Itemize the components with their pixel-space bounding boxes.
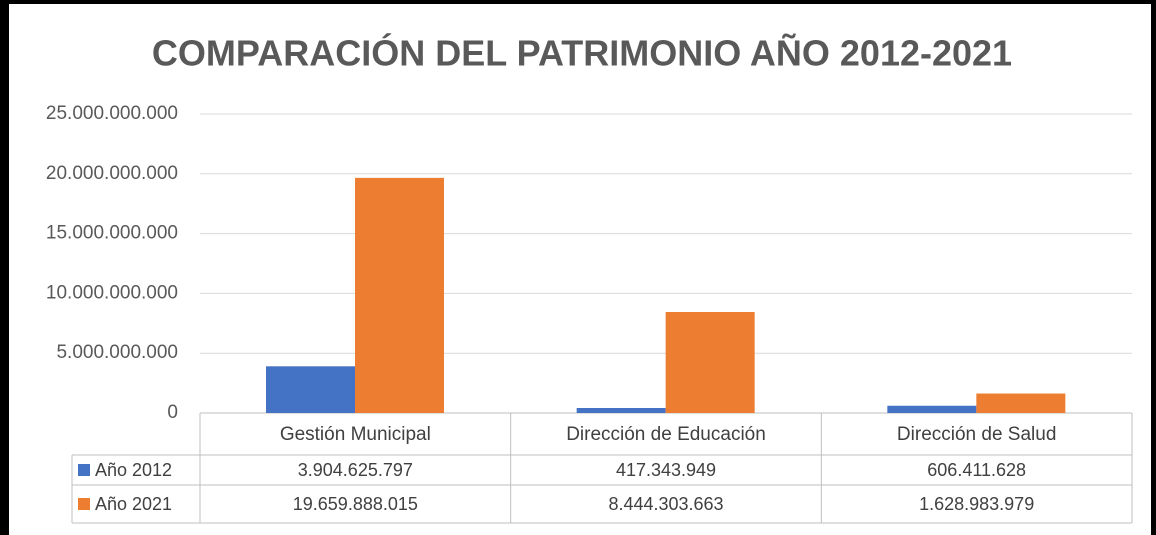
frame-top [0,0,1156,4]
table-value: 19.659.888.015 [293,494,418,514]
frame-left [0,0,9,535]
legend-label: Año 2012 [95,460,172,480]
table-value: 8.444.303.663 [608,494,723,514]
category-label: Dirección de Educación [566,424,766,445]
legend-swatch [78,464,90,476]
bar [665,312,755,413]
bar [887,405,977,413]
y-tick-label: 10.000.000.000 [46,282,178,303]
legend-label: Año 2021 [95,494,172,514]
table-value: 606.411.628 [927,460,1026,480]
table-value: 417.343.949 [616,460,716,480]
y-tick-label: 5.000.000.000 [56,342,178,363]
table-value: 3.904.625.797 [298,460,413,480]
y-tick-label: 15.000.000.000 [46,223,178,244]
y-tick-label: 20.000.000.000 [46,163,178,184]
y-tick-label: 0 [167,402,178,423]
frame-right [1151,0,1156,535]
table-value: 1.628.983.979 [919,494,1034,514]
bar [576,408,666,413]
legend-swatch [78,498,90,510]
category-label: Gestión Municipal [280,424,431,445]
chart-title: COMPARACIÓN DEL PATRIMONIO AÑO 2012-2021 [152,32,1012,74]
bar [266,366,355,413]
category-label: Dirección de Salud [897,424,1056,445]
bar [976,393,1066,413]
y-tick-label: 25.000.000.000 [46,103,178,124]
bar [355,177,444,413]
